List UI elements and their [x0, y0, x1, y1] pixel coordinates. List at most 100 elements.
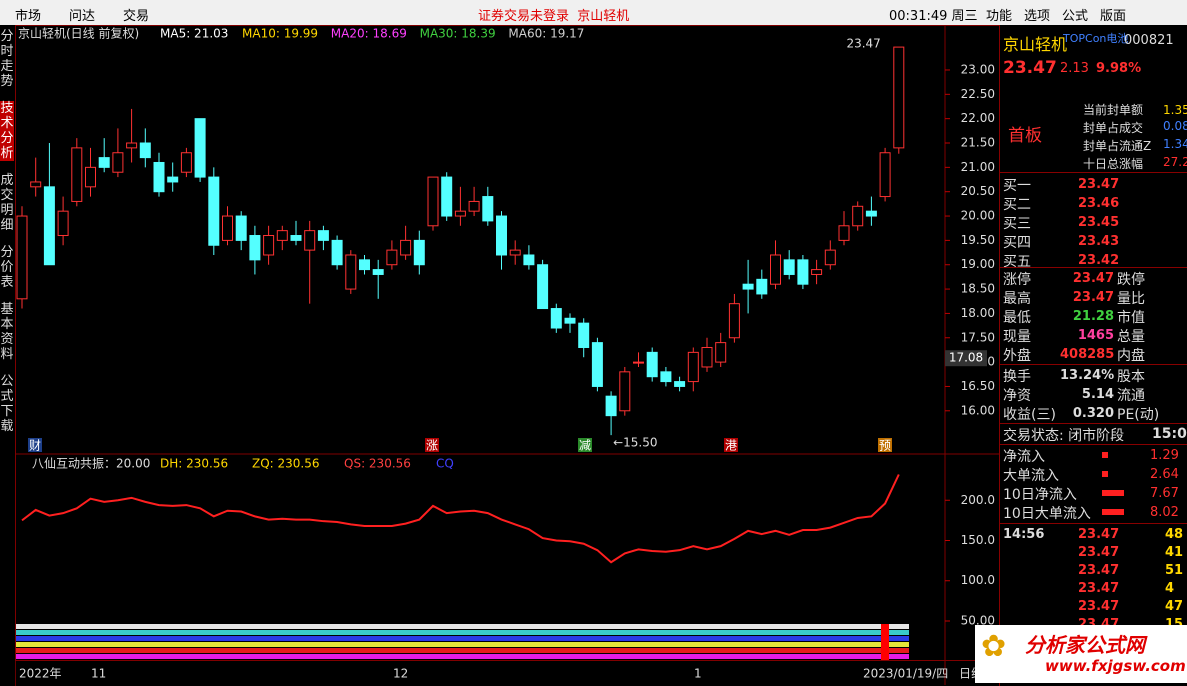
stock-code: 000821	[1124, 33, 1174, 48]
candle-body	[85, 166, 96, 188]
low-label: ←15.50	[613, 436, 657, 450]
candle-body	[276, 230, 288, 241]
flow-value: 1.29	[1150, 448, 1179, 463]
event-marker-bg	[28, 438, 42, 452]
signal-band	[16, 630, 909, 635]
tick-price: 23.47	[1078, 563, 1120, 578]
side-tab[interactable]: 技术分析	[0, 101, 14, 161]
bid-price: 23.46	[1078, 196, 1120, 211]
candle-body	[783, 259, 795, 275]
event-marker-bg	[878, 438, 892, 452]
flow-label: 净流入	[1003, 449, 1045, 465]
candle-body	[742, 283, 754, 290]
candle-body	[249, 235, 261, 261]
bid-label: 买二	[1003, 197, 1031, 213]
menu-item[interactable]: 市场	[15, 9, 42, 24]
quote-panel: 京山轻机 TOPCon电池 000821 23.47 2.13 9.98% 首板 当前封单额 1…	[999, 25, 1187, 686]
menu-item[interactable]: 问达	[69, 9, 96, 24]
ma-label: MA30: 18.39	[420, 27, 496, 41]
y-tick-label: 20.50	[961, 184, 995, 198]
candle-body	[235, 215, 247, 241]
candle-body	[838, 225, 850, 241]
candle-body	[564, 317, 576, 324]
flow-bar	[1102, 509, 1124, 515]
indicator-title: 八仙互动共振：20.00	[32, 457, 150, 471]
candle-body	[208, 176, 220, 246]
stat-value: 21.28	[1072, 309, 1114, 324]
tick-time: 14:56	[1003, 527, 1045, 542]
stat-label: 涨停	[1003, 272, 1031, 288]
side-tab[interactable]: 公式下载	[0, 374, 14, 434]
seal-value: 1.35亿	[1163, 103, 1187, 117]
tick-price: 23.47	[1078, 599, 1120, 614]
stat-value: 408285	[1060, 347, 1115, 362]
bid-label: 买四	[1003, 235, 1031, 251]
candle-body	[43, 186, 55, 266]
bid-price: 23.43	[1078, 234, 1120, 249]
menu-item[interactable]: 版面	[1100, 9, 1127, 24]
candle-body	[468, 200, 480, 212]
y-tick-label: 22.50	[961, 87, 995, 101]
event-marker: 财	[29, 439, 41, 453]
candle-body	[400, 239, 412, 256]
y-tick-label: 18.50	[961, 282, 995, 296]
ma-label: MA5: 21.03	[160, 27, 228, 41]
logo-url: www.fxjgsw.com	[1045, 657, 1186, 675]
change-pct: 9.98%	[1096, 61, 1142, 76]
side-tab[interactable]: 成交明细	[0, 173, 14, 233]
candle-body	[30, 181, 42, 188]
event-marker: 预	[879, 439, 891, 453]
stat-label: 最高	[1003, 291, 1031, 307]
tick-price: 23.47	[1078, 527, 1120, 542]
stat-value: 23.47	[1072, 271, 1114, 286]
menu-item[interactable]: 交易	[123, 9, 150, 24]
candle-body	[701, 346, 713, 368]
stat-label: 市值	[1117, 310, 1145, 326]
seal-value: 27.20	[1163, 155, 1187, 169]
candle-body	[893, 46, 905, 149]
logo: ✿ 分析家公式网 www.fxjgsw.com	[975, 625, 1187, 683]
ma-label: MA10: 19.99	[242, 27, 318, 41]
menu-item[interactable]: 公式	[1062, 9, 1089, 24]
event-marker: 涨	[426, 438, 438, 453]
stat-value: 23.47	[1072, 290, 1114, 305]
y-tick-label: 20.00	[961, 209, 995, 223]
signal-band	[16, 654, 909, 659]
bid-label: 买三	[1003, 216, 1031, 232]
side-tab[interactable]: 分时走势	[0, 29, 14, 89]
status: 交易状态: 闭市阶段	[1003, 428, 1125, 444]
candle-body	[824, 249, 836, 266]
y-tick-label: 23.00	[961, 62, 995, 76]
cursor-box	[945, 350, 987, 367]
signal-band	[16, 642, 909, 647]
flow-label: 大单流入	[1003, 468, 1059, 484]
logo-text: 分析家公式网	[1025, 633, 1145, 657]
menu-item[interactable]: 选项	[1024, 9, 1051, 24]
candle-body	[290, 235, 302, 241]
side-tab[interactable]: 分价表	[0, 245, 14, 290]
stat-label: 外盘	[1003, 348, 1031, 364]
x-tick-label: 11	[91, 667, 106, 681]
candle-body	[386, 249, 398, 266]
candle-body	[427, 176, 439, 227]
stat-label: 净资	[1003, 388, 1031, 404]
stat-label: 股本	[1117, 369, 1145, 385]
candle-body	[263, 235, 275, 256]
y-tick-label: 19.50	[961, 233, 995, 247]
seal-value: 1.34	[1163, 137, 1187, 151]
tick-volume: 4	[1165, 581, 1175, 596]
y-tick-label: 21.00	[961, 160, 995, 174]
flow-bar	[1102, 452, 1108, 458]
candle-body	[139, 142, 151, 159]
chart-title: 京山轻机(日线 前复权)	[18, 26, 139, 41]
side-tab[interactable]: 基本资料	[0, 302, 14, 362]
side-tabs: 分时走势技术分析成交明细分价表基本资料公式下载	[0, 25, 16, 686]
seal-label: 封单占成交	[1083, 121, 1144, 135]
candle-body	[811, 269, 823, 275]
candle-body	[509, 249, 521, 256]
candle-body	[550, 308, 562, 329]
menu-item[interactable]: 功能	[986, 9, 1013, 24]
indicator-label: ZQ: 230.56	[252, 457, 320, 471]
event-marker: 减	[579, 439, 591, 453]
